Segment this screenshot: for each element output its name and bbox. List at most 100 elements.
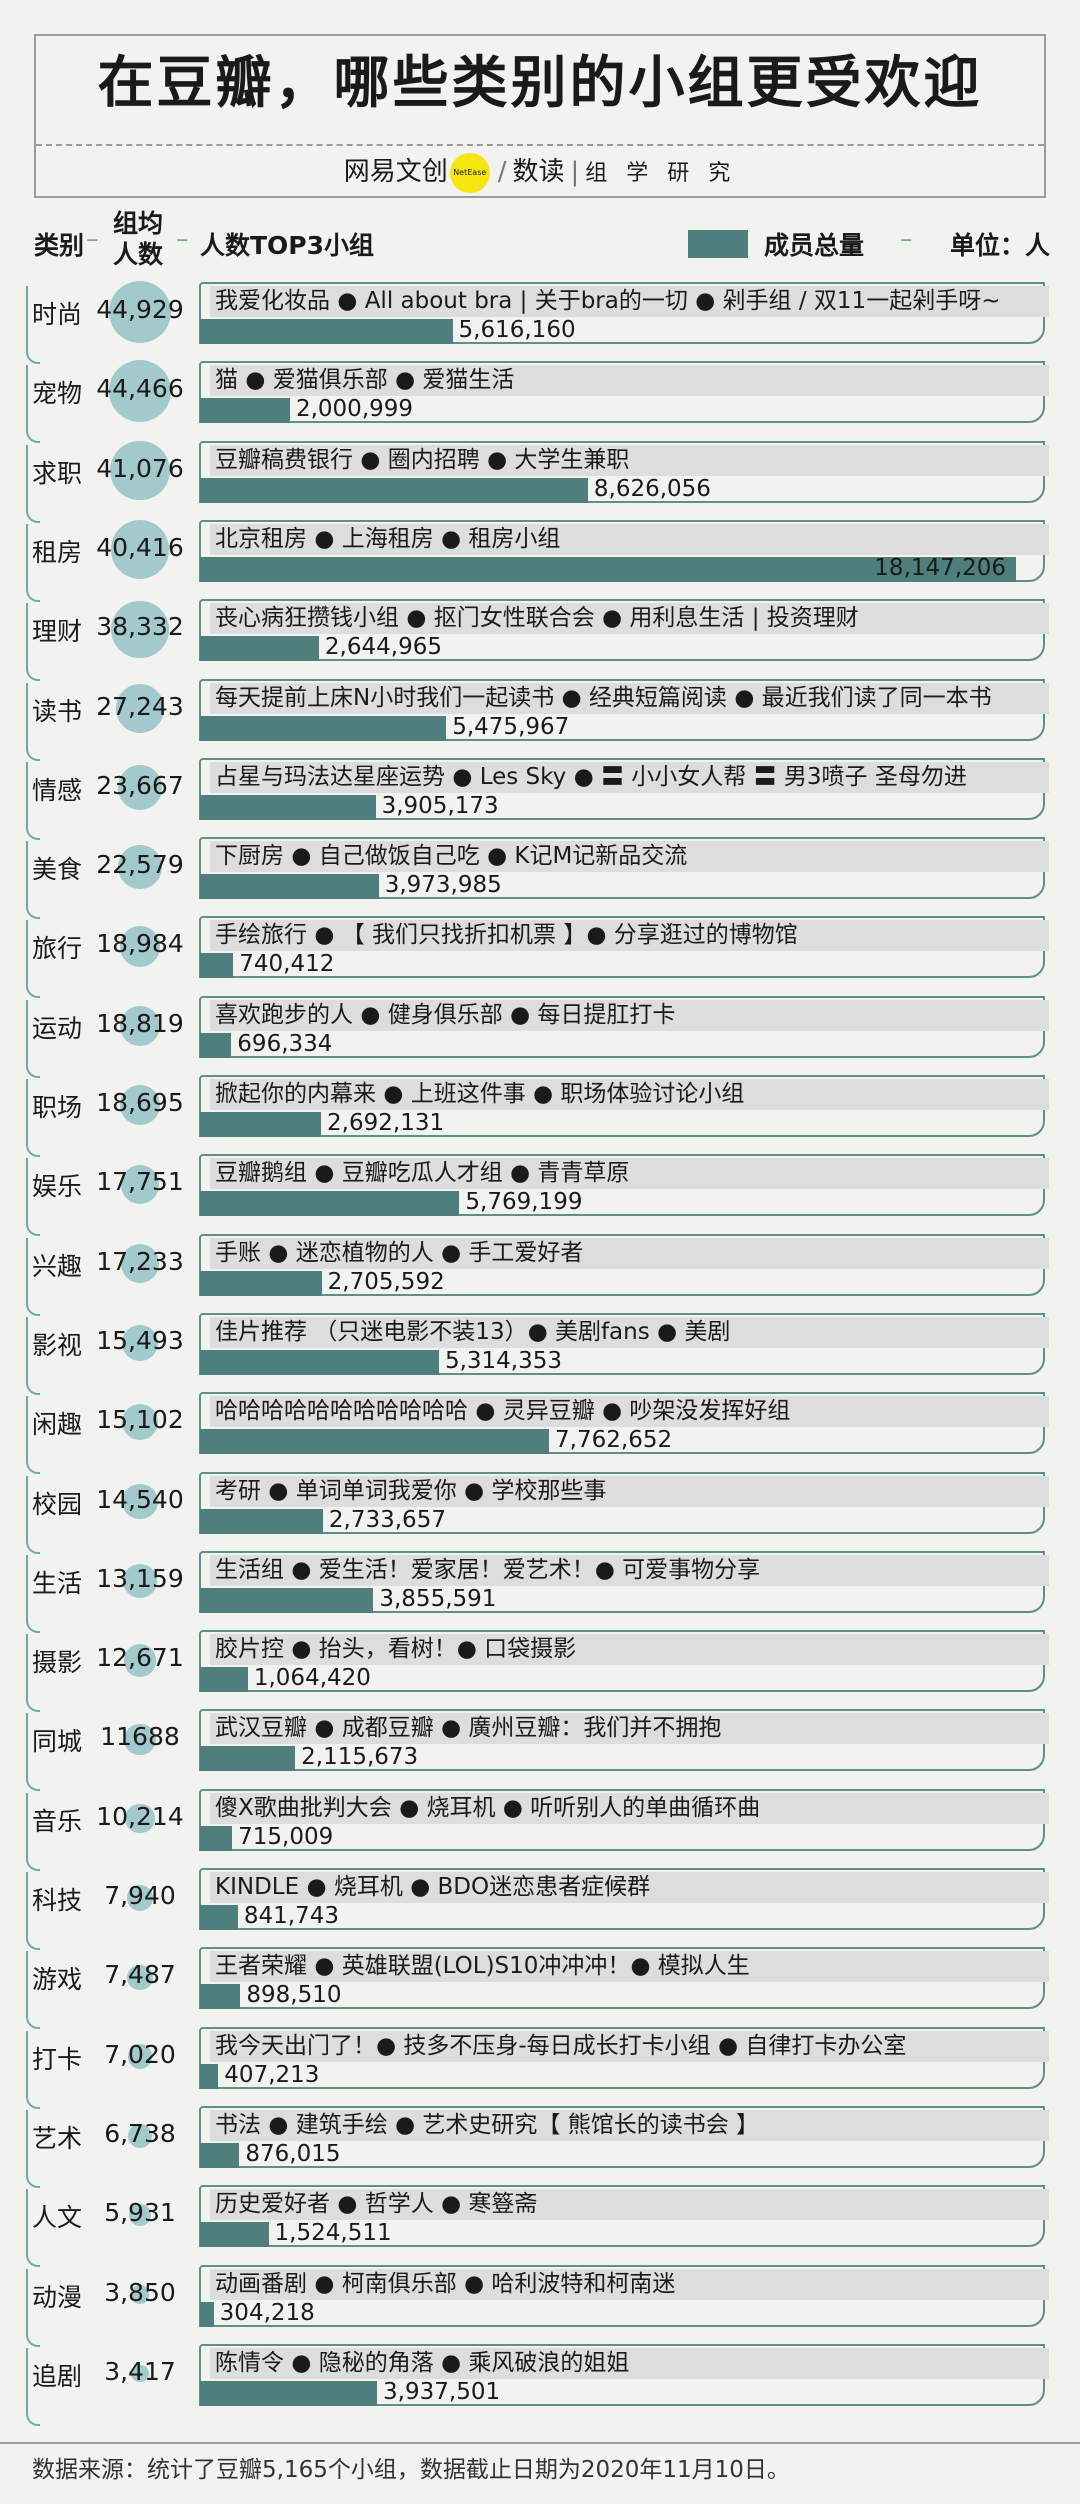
total-members-label: 5,475,967 [452, 713, 570, 740]
total-members-label: 740,412 [239, 951, 335, 978]
avg-members-value: 41,076 [96, 453, 184, 483]
total-members-label: 841,743 [243, 1903, 339, 1929]
total-members-label: 715,009 [238, 1823, 334, 1850]
avg-members-value: 18,819 [96, 1008, 184, 1038]
total-members-bar [200, 1349, 439, 1375]
avg-bubble [122, 1483, 158, 1520]
chart-row: 职场 18,695 掀起你的内幕来 ● 上班这件事 ● 职场体验讨论小组 2,692,… [0, 1075, 1080, 1157]
chart-row: 求职 41,076 豆瓣稿费银行 ● 圈内招聘 ● 大学生兼职 8,626,056 [0, 440, 1080, 523]
category-label: 追剧 [32, 2361, 83, 2391]
top3-groups-text: 生活组 ● 爱生活！爱家居！爱艺术！● 可爱事物分享 [210, 1554, 1049, 1586]
category-label: 同城 [32, 1727, 83, 1757]
category-bracket [26, 2347, 40, 2426]
avg-members-value: 44,929 [96, 295, 184, 324]
category-bracket [26, 365, 40, 444]
category-label: 兴趣 [32, 1251, 83, 1281]
avg-members-value: 7,487 [104, 1960, 176, 1990]
total-members-bar [200, 715, 447, 741]
chart-row: 艺术 6,738 书法 ● 建筑手绘 ● 艺术史研究【 熊馆长的读书会 】 876,0… [0, 2105, 1080, 2188]
unit-label: 单位：人 [950, 231, 1051, 260]
top3-groups-text: 每天提前上床N小时我们一起读书 ● 经典短篇阅读 ● 最近我们读了同一本书 [210, 682, 1049, 714]
top3-groups-text: 历史爱好者 ● 哲学人 ● 寒簦斋 [210, 2189, 1049, 2221]
category-bracket [26, 444, 40, 523]
top3-groups-text: 占星与玛法达星座运势 ● Les Sky ● 〓 小小女人帮 〓 男3喷子 圣母… [210, 761, 1049, 793]
category-label: 生活 [32, 1568, 83, 1598]
avg-bubble [109, 281, 171, 343]
chart-row: 人文 5,931 历史爱好者 ● 哲学人 ● 寒簦斋 1,524,511 [0, 2185, 1080, 2268]
total-members-label: 2,115,673 [301, 1744, 419, 1771]
avg-members-value: 40,416 [96, 532, 184, 562]
total-members-bar [200, 1429, 550, 1455]
top3-groups-text: 豆瓣稿费银行 ● 圈内招聘 ● 大学生兼职 [210, 444, 1049, 476]
total-members-bar [200, 1667, 248, 1693]
brand-slash: / [497, 157, 507, 187]
total-members-bar [200, 1112, 322, 1137]
category-bracket [26, 1079, 40, 1157]
category-bracket [26, 286, 40, 364]
avg-bubble [118, 845, 162, 890]
category-bracket [26, 603, 40, 682]
top3-groups-text: 手账 ● 迷恋植物的人 ● 手工爱好者 [210, 1237, 1049, 1269]
avg-bubble [126, 1884, 154, 1912]
total-members-label: 898,510 [246, 1982, 342, 2009]
top3-groups-text: 陈情令 ● 隐秘的角落 ● 乘风破浪的姐姐 [210, 2347, 1049, 2379]
avg-bubble [120, 1164, 160, 1204]
category-label: 求职 [32, 458, 83, 488]
avg-members-value: 38,332 [96, 612, 184, 642]
category-label: 时尚 [32, 300, 83, 329]
category-label: 人文 [32, 2203, 83, 2233]
total-members-bar [200, 556, 1016, 582]
total-members-label: 304,218 [219, 2299, 315, 2326]
avg-bubble [110, 440, 170, 501]
category-bracket [26, 682, 40, 761]
avg-bubble [123, 1643, 157, 1677]
avg-bubble [128, 2203, 152, 2227]
total-members-bar [200, 1191, 460, 1217]
category-label: 旅行 [32, 934, 83, 964]
chart-row: 打卡 7,020 我今天出门了！● 技多不压身-每日成长打卡小组 ● 自律打卡办公室… [0, 2026, 1080, 2109]
category-label: 艺术 [32, 2123, 83, 2153]
category-label: 闲趣 [32, 1410, 83, 1440]
avg-members-value: 17,751 [96, 1167, 184, 1197]
avg-bubble [121, 1324, 159, 1362]
top3-groups-text: 丧心病狂攒钱小组 ● 抠门女性联合会 ● 用利息生活 | 投资理财 [210, 603, 1049, 635]
chart-row: 音乐 10,214 傻X歌曲批判大会 ● 烧耳机 ● 听听别人的单曲循环曲 715,0… [0, 1788, 1080, 1871]
total-members-label: 2,733,657 [328, 1506, 446, 1533]
category-bracket [26, 523, 40, 602]
avg-members-value: 44,466 [96, 374, 184, 404]
total-members-label: 696,334 [237, 1030, 333, 1057]
avg-members-value: 5,931 [104, 2198, 176, 2228]
top3-groups-text: KINDLE ● 烧耳机 ● BDO迷恋患者症候群 [210, 1872, 1049, 1903]
total-members-bar [200, 1746, 296, 1772]
avg-bubble [127, 1964, 153, 1990]
header-dash: – [900, 224, 913, 253]
avg-members-value: 7,020 [104, 2039, 176, 2069]
top3-groups-text: 北京租房 ● 上海租房 ● 租房小组 [210, 523, 1049, 555]
chart-row: 宠物 44,466 猫 ● 爱猫俱乐部 ● 爱猫生活 2,000,999 [0, 360, 1080, 444]
top3-groups-text: 喜欢跑步的人 ● 健身俱乐部 ● 每日提肛打卡 [210, 999, 1049, 1031]
chart-row: 生活 13,159 生活组 ● 爱生活！爱家居！爱艺术！● 可爱事物分享 3,855,… [0, 1550, 1080, 1633]
total-members-bar [200, 953, 234, 979]
category-bracket [26, 2189, 40, 2268]
avg-bubble [117, 765, 163, 811]
avg-bubble [111, 600, 169, 658]
category-bracket [26, 2109, 40, 2188]
chart-row: 租房 40,416 北京租房 ● 上海租房 ● 租房小组 18,147,206 [0, 519, 1080, 602]
avg-members-value: 7,940 [104, 1881, 176, 1910]
header-avg-line2: 人数 [112, 240, 163, 269]
avg-members-value: 23,667 [96, 770, 184, 800]
category-label: 理财 [32, 617, 83, 647]
total-members-label: 2,692,131 [327, 1110, 445, 1136]
total-members-label: 3,855,591 [379, 1585, 497, 1612]
brand-sep: | [570, 157, 580, 187]
top3-groups-text: 我今天出门了！● 技多不压身-每日成长打卡小组 ● 自律打卡办公室 [210, 2030, 1049, 2062]
avg-members-value: 18,695 [96, 1088, 184, 1117]
total-members-label: 407,213 [224, 2061, 320, 2088]
category-bracket [26, 1316, 40, 1395]
avg-bubble [123, 1564, 157, 1598]
category-label: 职场 [32, 1093, 83, 1122]
total-members-label: 5,769,199 [465, 1189, 583, 1216]
total-members-label: 8,626,056 [593, 475, 711, 502]
avg-bubble [131, 2365, 149, 2383]
total-members-label: 1,064,420 [253, 1665, 371, 1692]
